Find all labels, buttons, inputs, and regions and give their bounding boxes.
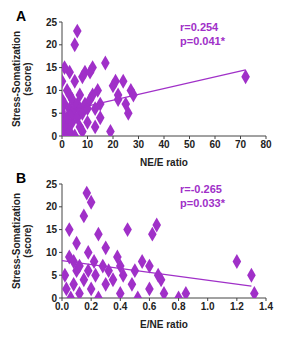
svg-text:0.6: 0.6 xyxy=(142,301,156,312)
svg-text:0: 0 xyxy=(51,131,57,142)
html-text:p=0.041*: p=0.041* xyxy=(180,35,225,47)
svg-text:15: 15 xyxy=(46,224,58,235)
svg-text:1.4: 1.4 xyxy=(259,301,273,312)
svg-text:10: 10 xyxy=(46,85,58,96)
svg-text:Stress-Somatization(score): Stress-Somatization(score) xyxy=(11,193,33,289)
html-text:r=0.254: r=0.254 xyxy=(180,21,219,33)
svg-text:1.0: 1.0 xyxy=(201,301,215,312)
svg-text:1.2: 1.2 xyxy=(230,301,244,312)
svg-text:0.2: 0.2 xyxy=(84,301,98,312)
svg-text:50: 50 xyxy=(184,139,196,150)
html-text:p=0.033*: p=0.033* xyxy=(180,197,225,209)
svg-text:25: 25 xyxy=(46,17,58,28)
html-text:A: A xyxy=(16,8,27,24)
svg-text:10: 10 xyxy=(46,247,58,258)
svg-text:20: 20 xyxy=(46,39,58,50)
svg-text:15: 15 xyxy=(46,62,58,73)
svg-text:80: 80 xyxy=(260,139,272,150)
svg-text:E/NE ratio: E/NE ratio xyxy=(140,319,188,330)
html-text:B: B xyxy=(16,170,27,186)
svg-text:10: 10 xyxy=(82,139,94,150)
svg-text:Stress-Somatization(score): Stress-Somatization(score) xyxy=(11,31,33,127)
svg-text:30: 30 xyxy=(133,139,145,150)
svg-text:0.4: 0.4 xyxy=(113,301,127,312)
svg-text:20: 20 xyxy=(107,139,119,150)
svg-text:25: 25 xyxy=(46,179,58,190)
svg-text:5: 5 xyxy=(51,270,57,281)
svg-text:0.8: 0.8 xyxy=(172,301,186,312)
svg-text:5: 5 xyxy=(51,108,57,119)
svg-text:0.0: 0.0 xyxy=(55,301,69,312)
svg-text:0: 0 xyxy=(51,293,57,304)
html-text:r=-0.265: r=-0.265 xyxy=(180,183,222,195)
svg-text:20: 20 xyxy=(46,201,58,212)
svg-text:60: 60 xyxy=(209,139,221,150)
svg-text:0: 0 xyxy=(59,139,65,150)
svg-text:70: 70 xyxy=(235,139,247,150)
svg-text:40: 40 xyxy=(158,139,170,150)
svg-text:NE/E ratio: NE/E ratio xyxy=(140,157,188,168)
